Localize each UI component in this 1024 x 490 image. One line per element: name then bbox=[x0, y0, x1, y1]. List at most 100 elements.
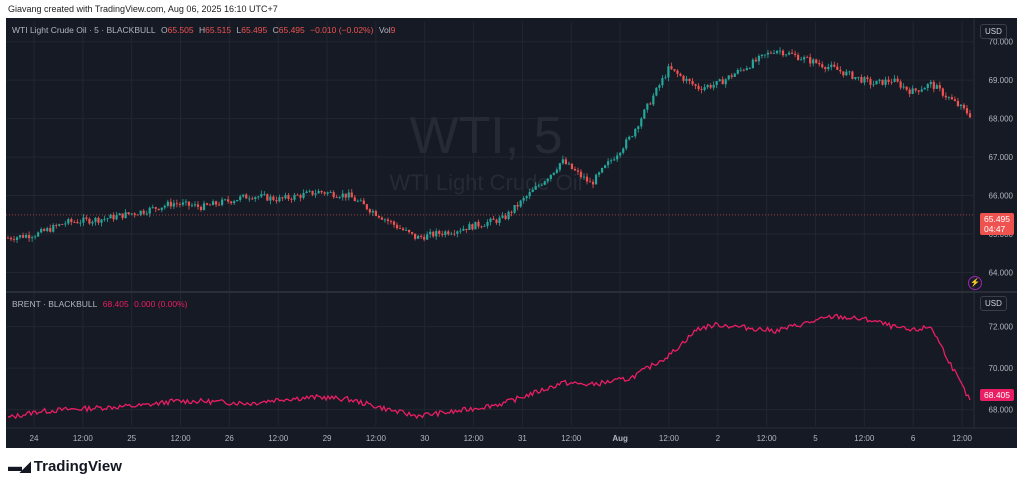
wti-candle bbox=[845, 71, 848, 76]
wti-last-price-tag: 65.495 04:47 bbox=[980, 213, 1014, 235]
wti-high: 65.515 bbox=[205, 25, 232, 35]
wti-candle bbox=[534, 186, 537, 190]
wti-candle bbox=[311, 190, 314, 195]
wti-candle bbox=[432, 231, 435, 237]
wti-candle bbox=[703, 87, 706, 90]
wti-candle bbox=[968, 113, 972, 118]
wti-candle bbox=[211, 201, 215, 206]
wti-candle bbox=[79, 222, 82, 224]
wti-candle bbox=[82, 217, 85, 223]
wti-candle bbox=[43, 229, 46, 231]
wti-candle bbox=[374, 211, 378, 216]
wti-candle bbox=[426, 234, 429, 240]
wti-candle bbox=[202, 203, 206, 211]
wti-candle bbox=[441, 233, 444, 235]
wti-candle bbox=[88, 218, 91, 224]
wti-candle bbox=[941, 88, 944, 96]
wti-candle bbox=[395, 224, 399, 229]
wti-candle bbox=[37, 232, 40, 237]
wti-candle bbox=[751, 59, 754, 68]
wti-candle bbox=[160, 207, 163, 210]
wti-candle bbox=[962, 104, 966, 109]
wti-candle bbox=[290, 198, 293, 200]
wti-candle bbox=[899, 81, 902, 88]
x-tick-label: 29 bbox=[323, 434, 332, 443]
wti-candle bbox=[124, 212, 127, 219]
wti-candle bbox=[573, 168, 577, 171]
wti-candle bbox=[567, 163, 571, 165]
wti-candle bbox=[175, 203, 178, 205]
wti-candle bbox=[9, 237, 13, 240]
wti-candle bbox=[956, 100, 960, 107]
wti-candle bbox=[591, 181, 595, 185]
wti-candle bbox=[727, 75, 730, 80]
wti-candle bbox=[142, 210, 145, 214]
wti-candle bbox=[887, 79, 890, 82]
wti-candle bbox=[230, 201, 233, 204]
wti-candle bbox=[522, 198, 525, 201]
wti-candle bbox=[775, 50, 779, 54]
wti-candle bbox=[112, 214, 115, 220]
wti-candle bbox=[646, 103, 649, 110]
wti-currency-badge[interactable]: USD bbox=[980, 24, 1007, 39]
wti-candle bbox=[793, 53, 797, 55]
wti-candle bbox=[52, 224, 55, 232]
brent-currency-badge[interactable]: USD bbox=[980, 296, 1007, 311]
wti-candle bbox=[263, 194, 266, 196]
wti-candle bbox=[28, 235, 31, 239]
watermark-name: WTI Light Crude Oil bbox=[389, 170, 582, 195]
wti-candle bbox=[350, 192, 353, 198]
wti-candle bbox=[365, 204, 368, 210]
wti-volume: 9 bbox=[390, 25, 396, 35]
wti-candle bbox=[49, 228, 52, 232]
chart-canvas[interactable]: 24 12:00 25 12:00 26 12:00 29 12:00 30 12:00 31 12:… bbox=[6, 18, 1017, 448]
wti-candle bbox=[519, 200, 522, 207]
wti-candle bbox=[709, 85, 712, 88]
wti-candle bbox=[634, 129, 637, 137]
wti-candle bbox=[341, 193, 344, 198]
wti-candle bbox=[260, 194, 263, 197]
wti-candle bbox=[543, 181, 546, 185]
wti-candle bbox=[184, 201, 188, 203]
wti-candle bbox=[914, 88, 917, 91]
wti-candle bbox=[127, 212, 130, 215]
wti-candle bbox=[302, 192, 305, 198]
wti-candle bbox=[133, 213, 136, 215]
wti-candle bbox=[474, 221, 477, 230]
lightning-icon[interactable]: ⚡ bbox=[968, 276, 982, 290]
wti-candle bbox=[763, 54, 767, 56]
wti-candle bbox=[61, 224, 64, 225]
wti-y-tick-label: 66.000 bbox=[989, 192, 1014, 201]
x-tick-label: 24 bbox=[30, 434, 39, 443]
wti-candle bbox=[401, 228, 405, 231]
wti-candle bbox=[809, 57, 812, 64]
wti-candle bbox=[700, 89, 703, 90]
wti-open: 65.505 bbox=[167, 25, 194, 35]
wti-candle bbox=[787, 52, 791, 55]
brent-legend: BRENT · BLACKBULL 68.405 0.000 (0.00%) bbox=[12, 299, 191, 309]
wti-candle bbox=[166, 201, 169, 206]
wti-candle bbox=[806, 57, 809, 58]
wti-candle bbox=[386, 219, 390, 222]
wti-candle bbox=[588, 181, 592, 183]
x-tick-label: 12:00 bbox=[171, 434, 192, 443]
wti-candle bbox=[926, 84, 929, 88]
chart-frame[interactable]: 24 12:00 25 12:00 26 12:00 29 12:00 30 12:00 31 12:… bbox=[6, 18, 1017, 448]
wti-candle bbox=[411, 232, 414, 234]
wti-candle bbox=[151, 207, 154, 208]
wti-candle bbox=[305, 191, 308, 193]
wti-candle bbox=[73, 221, 76, 223]
x-tick-label: 31 bbox=[518, 434, 527, 443]
wti-candle bbox=[643, 109, 646, 119]
wti-candle bbox=[136, 214, 139, 216]
wti-candle bbox=[800, 59, 803, 61]
wti-candle bbox=[245, 194, 248, 199]
wti-candle bbox=[254, 197, 257, 199]
wti-candle bbox=[483, 225, 486, 227]
wti-candle bbox=[619, 152, 622, 156]
wti-candle bbox=[679, 73, 682, 76]
wti-l-label: L bbox=[236, 25, 242, 35]
wti-candle bbox=[866, 77, 869, 80]
wti-candle bbox=[673, 69, 676, 71]
wti-candle bbox=[332, 192, 335, 198]
